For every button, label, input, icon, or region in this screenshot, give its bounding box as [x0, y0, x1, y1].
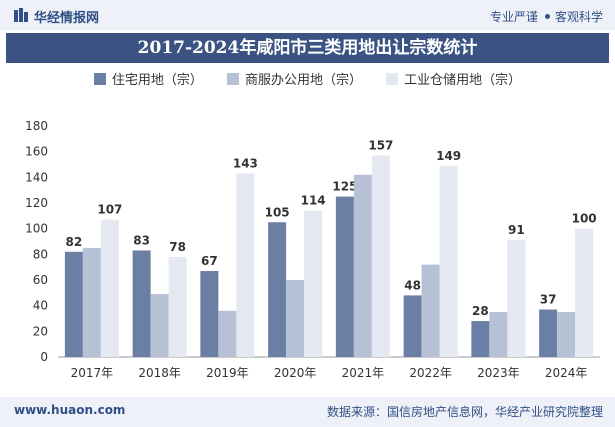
x-tick-label: 2022年 — [409, 366, 452, 380]
legend-label-series-1: 住宅用地（宗） — [111, 73, 203, 88]
bar-series-1 — [132, 250, 151, 357]
bar-series-3 — [100, 219, 119, 357]
data-label: 67 — [201, 254, 218, 268]
legend-item-series-2: 商服办公用地（宗） — [226, 69, 362, 88]
bar-series-2 — [353, 174, 372, 357]
x-tick-label: 2019年 — [206, 366, 249, 380]
brand-name: 华经情报网 — [34, 11, 100, 26]
bar-series-2 — [82, 247, 101, 357]
y-tick-label: 120 — [25, 196, 48, 210]
data-label: 149 — [436, 149, 461, 163]
legend-swatch-series-3 — [386, 73, 399, 85]
data-label: 157 — [368, 139, 393, 153]
data-label: 107 — [97, 203, 122, 217]
bar-series-1 — [335, 196, 354, 357]
bar-series-1 — [268, 222, 287, 357]
slogan-dot-icon — [544, 14, 550, 19]
legend-label-series-3: 工业仓储用地（宗） — [404, 73, 522, 88]
bar-series-1 — [64, 251, 83, 357]
bar-series-3 — [575, 228, 594, 357]
legend-swatch-series-1 — [93, 73, 106, 85]
chart-legend: 住宅用地（宗） 商服办公用地（宗） 工业仓储用地（宗） — [0, 69, 615, 88]
data-label: 91 — [508, 223, 525, 237]
data-label: 100 — [572, 212, 597, 226]
footer-source: 数据来源：国信房地产信息网，华经产业研究院整理 — [326, 405, 603, 419]
y-tick-label: 100 — [25, 222, 48, 236]
data-label: 28 — [472, 304, 489, 318]
bar-series-2 — [421, 264, 440, 357]
bar-series-3 — [304, 210, 323, 357]
footer-bar: www.huaon.com 数据来源：国信房地产信息网，华经产业研究院整理 — [0, 397, 615, 427]
x-tick-label: 2023年 — [477, 366, 520, 380]
data-label: 125 — [332, 180, 357, 194]
slogan: 专业严谨 客观科学 — [490, 8, 603, 25]
bar-chart: 0 20 40 60 80 100 120 140 160 180 82 107 2017年 83 78 20… — [25, 119, 600, 380]
x-tick-label: 2021年 — [342, 366, 385, 380]
legend-item-series-3: 工业仓储用地（宗） — [386, 69, 521, 88]
data-label: 105 — [265, 205, 290, 219]
x-tick-label: 2018年 — [138, 366, 181, 380]
legend-swatch-series-2 — [226, 73, 239, 85]
data-label: 48 — [404, 278, 421, 292]
bar-series-3 — [507, 240, 526, 357]
bar-series-1 — [471, 321, 490, 357]
data-label: 114 — [301, 194, 326, 208]
bar-series-3 — [371, 155, 390, 357]
x-tick-label: 2024年 — [545, 366, 588, 380]
y-tick-label: 60 — [33, 273, 48, 287]
footer-website: www.huaon.com — [14, 403, 126, 417]
data-label: 143 — [233, 156, 258, 170]
y-tick-label: 160 — [25, 145, 48, 159]
bar-series-3 — [168, 256, 187, 357]
bar-series-2 — [218, 310, 237, 357]
data-label: 37 — [540, 293, 557, 307]
bar-series-1 — [200, 271, 219, 357]
bar-series-2 — [286, 280, 305, 357]
y-tick-label: 0 — [40, 350, 48, 364]
data-label: 82 — [66, 235, 83, 249]
bar-series-3 — [439, 165, 458, 357]
data-label: 83 — [133, 233, 150, 247]
legend-item-series-1: 住宅用地（宗） — [93, 69, 203, 88]
bar-series-2 — [489, 312, 508, 357]
legend-label-series-2: 商服办公用地（宗） — [244, 73, 362, 88]
slogan-right: 客观科学 — [554, 10, 603, 24]
slogan-left: 专业严谨 — [489, 10, 538, 24]
bar-series-3 — [236, 173, 255, 357]
y-tick-label: 40 — [33, 299, 48, 313]
x-tick-label: 2017年 — [71, 366, 114, 380]
bar-series-1 — [403, 295, 422, 357]
header-bar: 华经情报网 专业严谨 客观科学 — [0, 0, 615, 30]
y-tick-label: 80 — [33, 247, 48, 261]
y-tick-label: 180 — [25, 119, 48, 133]
y-tick-label: 20 — [33, 324, 48, 338]
y-tick-label: 140 — [25, 170, 48, 184]
bar-series-2 — [557, 312, 576, 357]
brand-logo-icon — [14, 8, 28, 22]
x-tick-label: 2020年 — [274, 366, 317, 380]
bar-series-2 — [150, 294, 169, 357]
data-label: 78 — [169, 240, 186, 254]
chart-title: 2017-2024年咸阳市三类用地出让宗数统计 — [6, 33, 609, 63]
bar-series-1 — [539, 309, 558, 357]
